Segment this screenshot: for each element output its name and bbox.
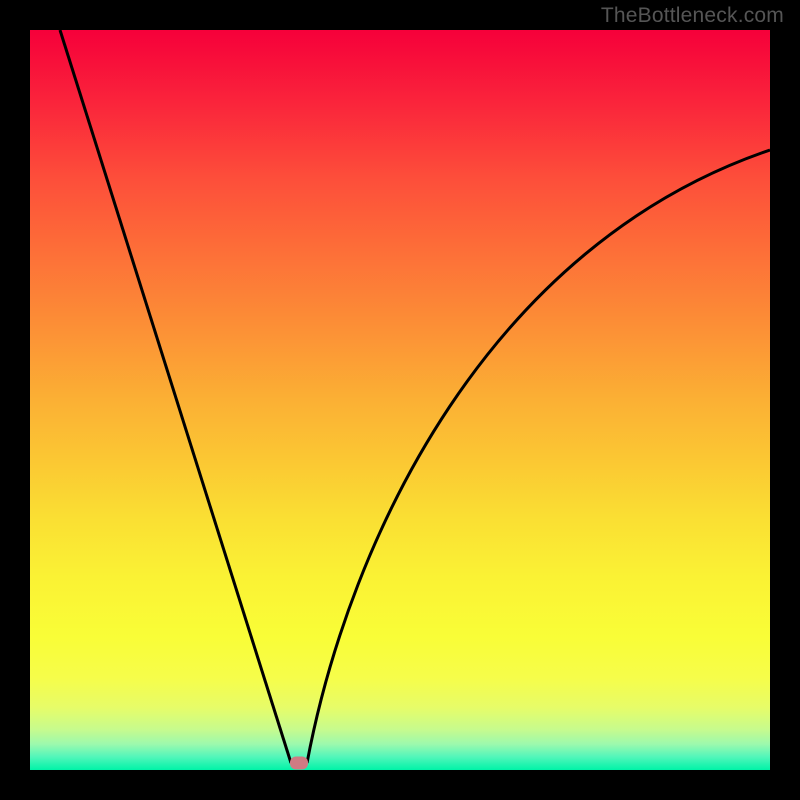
curve-left-branch [60,30,291,763]
curve-right-branch [307,150,770,763]
bottleneck-curve [30,30,770,770]
plot-area [30,30,770,770]
minimum-marker [290,757,308,770]
chart-frame: TheBottleneck.com [0,0,800,800]
watermark-text: TheBottleneck.com [601,4,784,28]
